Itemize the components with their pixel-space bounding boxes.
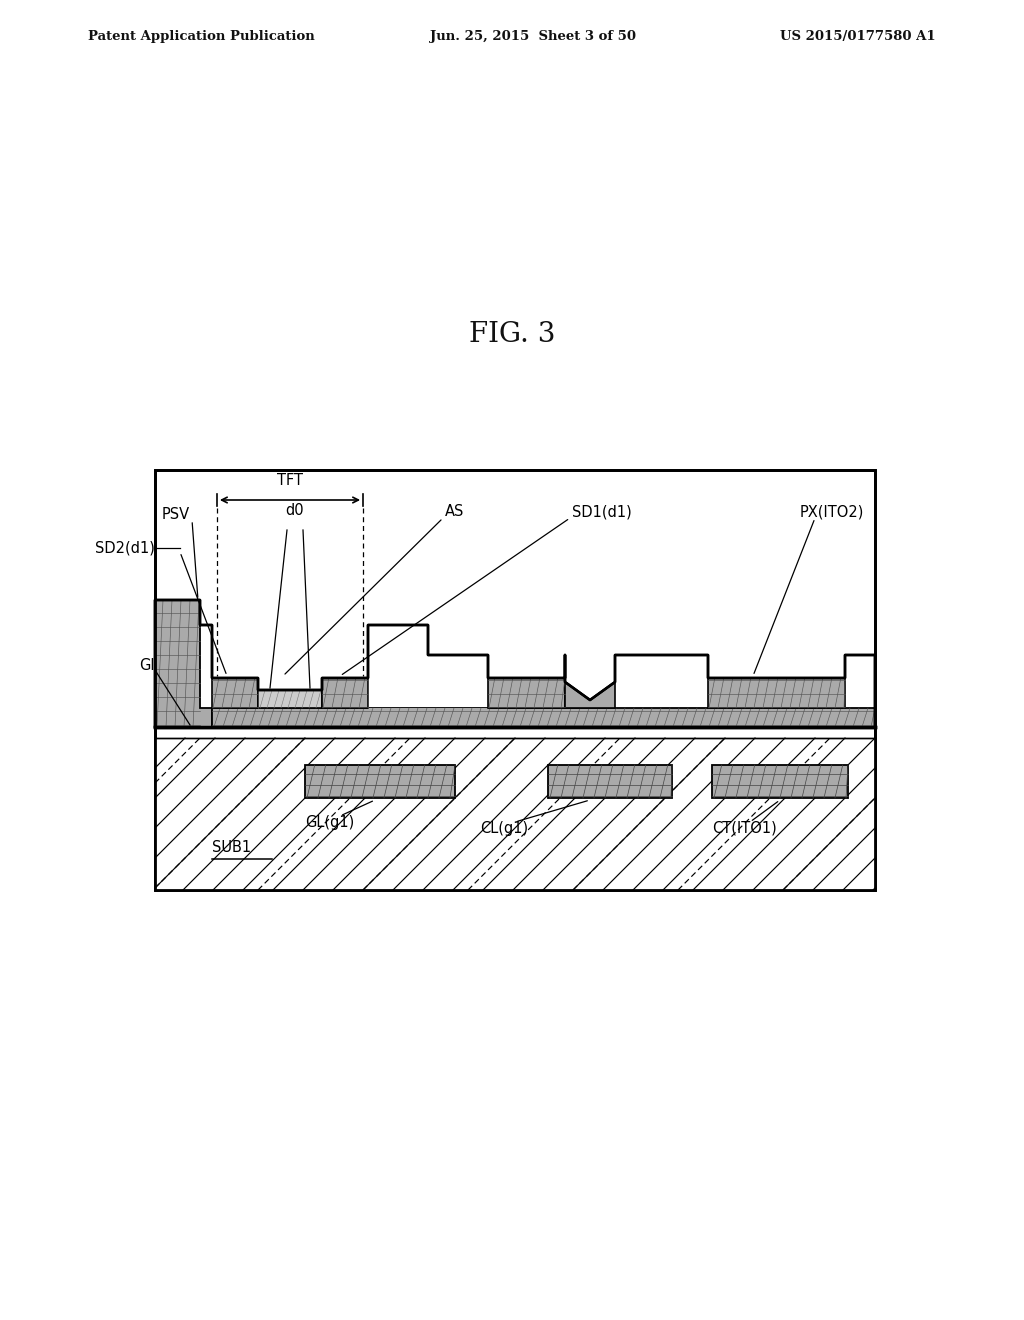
Bar [155, 470, 874, 890]
Text: GI: GI [139, 657, 155, 672]
Bar [712, 766, 848, 799]
Text: TFT: TFT [278, 473, 303, 488]
Bar [155, 470, 874, 890]
Text: GL(g1): GL(g1) [305, 814, 354, 829]
Bar [155, 738, 874, 890]
Text: CT(ITO1): CT(ITO1) [712, 821, 777, 836]
Bar [212, 678, 258, 708]
Text: PX(ITO2): PX(ITO2) [800, 504, 864, 520]
Bar [322, 678, 368, 708]
Text: Patent Application Publication: Patent Application Publication [88, 30, 314, 44]
Text: d0: d0 [286, 503, 304, 517]
Bar [305, 766, 455, 799]
Text: SUB1: SUB1 [212, 841, 251, 855]
Polygon shape [565, 682, 615, 708]
Text: US 2015/0177580 A1: US 2015/0177580 A1 [780, 30, 936, 44]
Polygon shape [368, 708, 488, 727]
Bar [258, 690, 322, 708]
Text: SD2(d1): SD2(d1) [95, 540, 155, 556]
Bar [708, 678, 845, 708]
Text: CL(g1): CL(g1) [480, 821, 528, 836]
Text: Jun. 25, 2015  Sheet 3 of 50: Jun. 25, 2015 Sheet 3 of 50 [430, 30, 636, 44]
Text: PSV: PSV [162, 507, 190, 523]
Text: AS: AS [445, 504, 464, 520]
Text: SD1(d1): SD1(d1) [572, 504, 632, 520]
Polygon shape [155, 601, 212, 727]
Bar [212, 708, 874, 727]
Bar [548, 766, 672, 799]
Bar [488, 678, 565, 708]
Text: FIG. 3: FIG. 3 [469, 322, 555, 348]
Polygon shape [155, 601, 874, 727]
